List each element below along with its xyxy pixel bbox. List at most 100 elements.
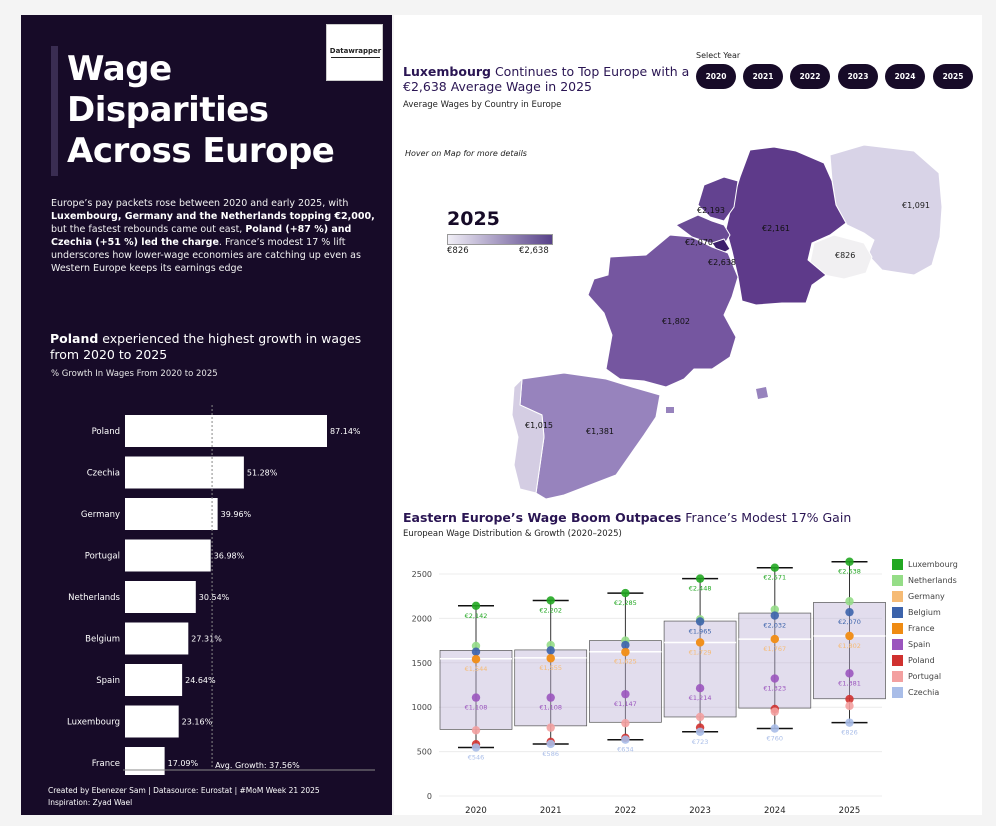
bar[interactable]: [125, 747, 165, 775]
data-point-portugal[interactable]: [621, 718, 630, 728]
data-point-france[interactable]: [546, 654, 555, 663]
bar[interactable]: [125, 415, 327, 447]
credits-line-1: Created by Ebenezer Sam | Datasource: Eu…: [48, 786, 320, 795]
legend-label: Portugal: [908, 672, 942, 681]
legend-swatch: [892, 639, 903, 650]
map-belgium[interactable]: [675, 214, 731, 246]
data-point-netherlands[interactable]: [471, 641, 481, 651]
data-point-luxembourg[interactable]: [471, 601, 481, 610]
map-netherlands[interactable]: [697, 176, 739, 222]
data-point-belgium[interactable]: [695, 617, 705, 626]
data-point-label: €634: [617, 746, 634, 754]
bar[interactable]: [125, 498, 218, 530]
choropleth-map: €1,091 €826 €2,161 €2,193 €2,070 €2,638 …: [511, 144, 943, 500]
data-point-belgium[interactable]: [770, 611, 779, 620]
data-point-spain[interactable]: [695, 683, 705, 693]
data-point-luxembourg[interactable]: [770, 563, 779, 572]
x-tick-label: 2023: [689, 806, 711, 815]
data-point-spain[interactable]: [546, 693, 555, 702]
bar-value-label: 30.54%: [199, 593, 230, 602]
data-point-belgium[interactable]: [845, 607, 854, 617]
year-button-2025[interactable]: 2025: [933, 64, 973, 89]
bar[interactable]: [125, 456, 244, 489]
y-tick-label: 1500: [412, 659, 432, 668]
data-point-spain[interactable]: [471, 693, 481, 702]
bar-category-label: Netherlands: [68, 593, 120, 603]
bar[interactable]: [125, 664, 183, 696]
legend-label: Luxembourg: [908, 560, 958, 569]
bar-title-bold: Poland: [50, 331, 99, 346]
legend-swatch: [892, 575, 903, 586]
data-point-netherlands[interactable]: [845, 597, 854, 606]
bar-chart: Poland 87.14% Czechia 51.28% Germany 39.96% Po…: [67, 405, 375, 775]
data-point-luxembourg[interactable]: [546, 596, 555, 605]
box[interactable]: [813, 602, 886, 700]
data-point-label: €760: [767, 735, 784, 743]
data-point-portugal[interactable]: [845, 701, 854, 711]
data-point-luxembourg[interactable]: [845, 557, 854, 566]
data-point-france[interactable]: [471, 655, 481, 664]
data-point-czechia[interactable]: [695, 727, 705, 736]
year-button-2024[interactable]: 2024: [885, 64, 925, 89]
data-point-poland[interactable]: [845, 694, 854, 704]
year-button-2021[interactable]: 2021: [743, 64, 783, 89]
data-point-spain[interactable]: [845, 669, 854, 678]
data-point-label: €2,571: [763, 574, 786, 582]
box[interactable]: [514, 649, 588, 727]
data-point-luxembourg[interactable]: [695, 574, 705, 583]
map-label-portugal: €1,015: [525, 421, 553, 430]
year-button-2022[interactable]: 2022: [790, 64, 830, 89]
data-point-portugal[interactable]: [471, 726, 481, 735]
legend-label: Belgium: [908, 608, 941, 617]
map-label-luxembourg: €2,638: [708, 258, 736, 267]
data-point-luxembourg[interactable]: [621, 588, 630, 598]
legend-label: France: [908, 624, 935, 633]
data-point-czechia[interactable]: [770, 724, 779, 733]
year-button-2023[interactable]: 2023: [838, 64, 878, 89]
data-point-label: €1,802: [838, 642, 861, 650]
intro-text-2: but the fastest rebounds came out east,: [51, 224, 246, 235]
data-point-portugal[interactable]: [770, 707, 779, 716]
map-france[interactable]: [587, 234, 739, 388]
datawrapper-logo[interactable]: Datawrapper: [326, 24, 383, 81]
box[interactable]: [738, 612, 812, 709]
data-point-belgium[interactable]: [471, 647, 481, 656]
data-point-france[interactable]: [770, 634, 779, 644]
bar-value-label: 51.28%: [247, 469, 278, 478]
year-button-2020[interactable]: 2020: [696, 64, 736, 89]
data-point-portugal[interactable]: [546, 723, 555, 732]
data-point-spain[interactable]: [621, 689, 630, 699]
bar[interactable]: [125, 705, 179, 738]
legend-label: Germany: [908, 592, 945, 601]
legend-label: Poland: [908, 656, 935, 665]
data-point-france[interactable]: [621, 647, 630, 657]
map-germany[interactable]: [725, 146, 847, 306]
data-point-label: €1,214: [689, 694, 712, 702]
map-label-netherlands: €2,193: [697, 206, 725, 215]
legend-swatch: [892, 655, 903, 666]
data-point-czechia[interactable]: [845, 718, 854, 727]
right-panel: Luxembourg Continues to Top Europe with …: [394, 15, 982, 815]
data-point-france[interactable]: [845, 631, 854, 641]
map-label-czechia: €826: [835, 251, 855, 260]
data-point-netherlands[interactable]: [770, 605, 779, 614]
data-point-czechia[interactable]: [546, 739, 555, 749]
data-point-belgium[interactable]: [621, 640, 630, 650]
legend-swatch: [892, 591, 903, 602]
bar[interactable]: [125, 581, 196, 613]
bar[interactable]: [125, 539, 211, 572]
x-tick-label: 2020: [465, 806, 487, 815]
box[interactable]: [439, 650, 513, 730]
data-point-czechia[interactable]: [621, 735, 630, 744]
map-label-spain: €1,381: [586, 427, 614, 436]
bar[interactable]: [125, 622, 189, 655]
data-point-czechia[interactable]: [471, 743, 481, 752]
data-point-portugal[interactable]: [695, 712, 705, 722]
intro-text-3: . France’s modest 17 % lift underscores …: [51, 237, 361, 274]
map-portugal[interactable]: [511, 377, 545, 494]
data-point-france[interactable]: [695, 638, 705, 647]
bar-title-rest: experienced the highest growth in wages …: [50, 331, 362, 362]
data-point-spain[interactable]: [770, 674, 779, 683]
data-point-belgium[interactable]: [546, 646, 555, 655]
